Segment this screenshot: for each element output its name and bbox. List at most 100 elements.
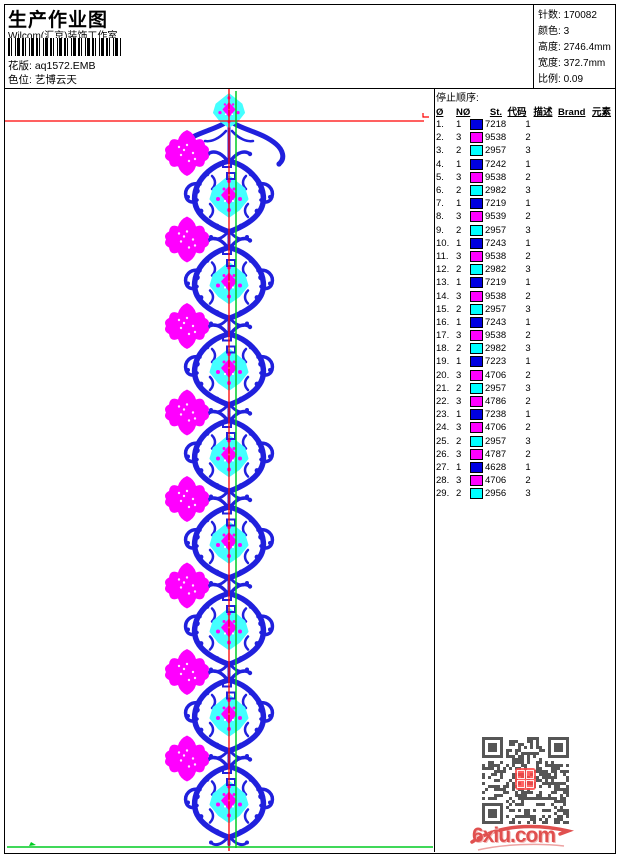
pattern-label: 花版: [8,60,32,72]
color-swatch [470,303,483,315]
needle-number: 1 [456,198,462,210]
table-row: 22. 3 4786 2 [436,395,616,408]
page-border [4,4,616,854]
embroidery-pattern [165,95,283,845]
stitch-count: 7242 [485,158,507,170]
needle-number: 2 [456,145,462,157]
color-swatch [470,171,483,183]
stitch-count: 4787 [485,448,507,460]
row-index: 23. [436,409,450,421]
col-number: Ø [436,107,444,118]
stitch-count: 2956 [485,488,507,500]
stitch-count: 4628 [485,461,507,473]
code-value: 3 [525,435,531,447]
table-row: 8. 3 9539 2 [436,210,616,223]
needle-number: 3 [456,250,462,262]
color-swatch [470,119,483,131]
row-index: 4. [436,158,444,170]
code-value: 3 [525,382,531,394]
row-index: 26. [436,448,450,460]
stitch-count: 2982 [485,264,507,276]
needle-number: 1 [456,316,462,328]
color-swatch [470,211,483,223]
row-index: 20. [436,369,450,381]
stitch-count: 9538 [485,171,507,183]
color-swatch [470,461,483,473]
stitch-count: 4706 [485,422,507,434]
code-value: 1 [525,237,531,249]
color-swatch [470,435,483,447]
stitch-count: 2957 [485,435,507,447]
row-index: 22. [436,396,450,408]
row-index: 10. [436,237,450,249]
table-row: 28. 3 4706 2 [436,474,616,487]
red-stamp-icon [515,768,536,790]
row-index: 24. [436,422,450,434]
end-mark [29,842,36,846]
table-row: 4. 1 7242 1 [436,158,616,171]
needle-number: 3 [456,290,462,302]
site-watermark: 6xiu.com [468,816,578,856]
table-row: 1. 1 7218 1 [436,118,616,131]
stitch-count: 2957 [485,303,507,315]
stitch-count: 7219 [485,277,507,289]
color-swatch [470,198,483,210]
needle-number: 3 [456,330,462,342]
stitch-count: 4706 [485,369,507,381]
stop-table-rows: 1. 1 7218 1 2. 3 9538 2 3. 2 2957 3 4. 1 7242 1 5. 3 9538 2… [436,118,616,500]
code-value: 2 [525,250,531,262]
color-swatch [470,264,483,276]
table-row: 26. 3 4787 2 [436,448,616,461]
code-value: 1 [525,356,531,368]
table-row: 16. 1 7243 1 [436,316,616,329]
color-swatch [470,448,483,460]
code-value: 2 [525,171,531,183]
col-stitches: St. [489,107,502,118]
table-row: 11. 3 9538 2 [436,250,616,263]
table-row: 2. 3 9538 2 [436,131,616,144]
stitch-count: 7219 [485,198,507,210]
stitch-count: 2957 [485,145,507,157]
row-index: 21. [436,382,450,394]
table-row: 29. 2 2956 3 [436,487,616,500]
code-value: 3 [525,488,531,500]
pattern-value: aq1572.EMB [34,60,96,72]
colorway-value: 艺博云天 [34,74,77,86]
table-row: 19. 1 7223 1 [436,355,616,368]
row-index: 3. [436,145,444,157]
stitch-count: 9539 [485,211,507,223]
design-table-divider [434,88,435,852]
code-value: 2 [525,330,531,342]
table-title: 停止顺序: [436,93,479,104]
color-swatch [470,422,483,434]
table-row: 5. 3 9538 2 [436,171,616,184]
design-info-box: 针数: 170082 颜色: 3 高度: 2746.4mm 宽度: 372.7m… [538,8,612,88]
table-row: 20. 3 4706 2 [436,369,616,382]
color-swatch [470,330,483,342]
needle-number: 1 [456,356,462,368]
needle-number: 2 [456,382,462,394]
color-swatch [470,409,483,421]
color-swatch [470,356,483,368]
col-description: 描述 [533,107,553,118]
row-index: 6. [436,185,444,197]
page-title: 生产作业图 [8,10,109,31]
color-swatch [470,224,483,236]
width-row: 宽度: 372.7mm [538,58,606,69]
row-index: 28. [436,475,450,487]
color-swatch [470,145,483,157]
stitch-count: 4786 [485,396,507,408]
code-value: 3 [525,185,531,197]
needle-number: 3 [456,369,462,381]
row-index: 29. [436,488,450,500]
stitch-count: 2982 [485,185,507,197]
info-box-divider [533,4,534,89]
row-index: 2. [436,132,444,144]
col-needle: NØ [456,107,471,118]
table-row: 17. 3 9538 2 [436,329,616,342]
color-swatch [470,158,483,170]
color-swatch [470,277,483,289]
design-canvas [5,89,433,851]
color-swatch [470,132,483,144]
needle-number: 2 [456,264,462,276]
